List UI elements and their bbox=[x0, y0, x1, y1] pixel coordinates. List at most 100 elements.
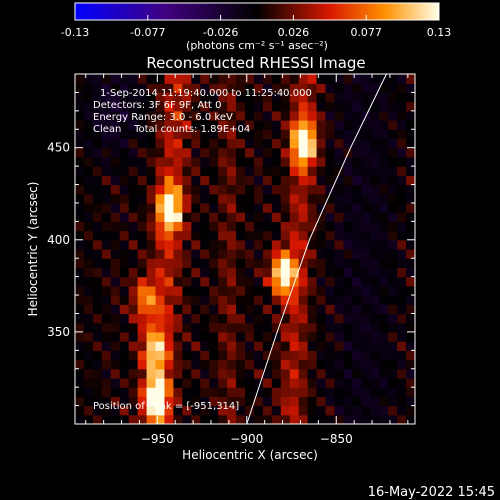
heatmap-cell bbox=[200, 368, 210, 379]
heatmap-cell bbox=[352, 239, 362, 250]
heatmap-cell bbox=[298, 147, 309, 158]
heatmap-cell bbox=[164, 258, 175, 269]
heatmap-cell bbox=[191, 313, 201, 324]
heatmap-cell bbox=[289, 258, 300, 269]
heatmap-cell bbox=[316, 156, 327, 167]
heatmap-cell bbox=[262, 341, 273, 351]
heatmap-cell bbox=[101, 258, 112, 269]
heatmap-cell bbox=[119, 175, 130, 186]
heatmap-cell bbox=[397, 350, 407, 361]
heatmap-cell bbox=[191, 322, 201, 333]
heatmap-cell bbox=[101, 83, 112, 94]
heatmap-cell bbox=[271, 313, 282, 324]
heatmap-cell bbox=[406, 359, 415, 370]
heatmap-cell bbox=[343, 92, 353, 103]
heatmap-cell bbox=[83, 258, 94, 269]
heatmap-cell bbox=[397, 221, 407, 232]
heatmap-cell bbox=[75, 147, 85, 158]
heatmap-cell bbox=[173, 405, 183, 416]
heatmap-cell bbox=[182, 129, 192, 140]
heatmap-cell bbox=[200, 295, 210, 305]
heatmap-cell bbox=[83, 147, 94, 158]
heatmap-cell bbox=[325, 202, 336, 213]
heatmap-cell bbox=[218, 230, 228, 241]
heatmap-cell bbox=[101, 221, 112, 232]
heatmap-cell bbox=[325, 313, 336, 324]
heatmap-cell bbox=[182, 83, 192, 94]
heatmap-cell bbox=[307, 276, 318, 287]
heatmap-cell bbox=[406, 138, 415, 149]
heatmap-cell bbox=[137, 258, 148, 269]
y-tick-label: 450 bbox=[47, 141, 70, 155]
heatmap-cell bbox=[155, 295, 166, 305]
heatmap-cell bbox=[92, 101, 103, 112]
heatmap-cell bbox=[191, 387, 201, 397]
heatmap-cell bbox=[200, 230, 210, 241]
heatmap-cell bbox=[307, 239, 318, 250]
heatmap-cell bbox=[361, 147, 371, 158]
heatmap-cell bbox=[307, 258, 318, 269]
heatmap-cell bbox=[316, 138, 327, 149]
heatmap-cell bbox=[128, 175, 139, 186]
heatmap-cell bbox=[75, 74, 85, 84]
heatmap-cell bbox=[334, 359, 345, 370]
heatmap-cell bbox=[101, 405, 112, 416]
heatmap-cell bbox=[236, 147, 246, 158]
heatmap-cell bbox=[406, 83, 415, 94]
heatmap-cell bbox=[200, 377, 210, 388]
heatmap-cell bbox=[334, 396, 345, 407]
heatmap-cell bbox=[182, 156, 192, 167]
heatmap-cell bbox=[164, 387, 175, 397]
heatmap-cell bbox=[173, 258, 183, 269]
heatmap-cell bbox=[352, 175, 362, 186]
heatmap-cell bbox=[227, 359, 237, 370]
heatmap-cell bbox=[236, 405, 246, 416]
heatmap-cell bbox=[334, 331, 345, 342]
heatmap-cell bbox=[92, 120, 103, 130]
heatmap-cell bbox=[316, 359, 327, 370]
heatmap-cell bbox=[361, 359, 371, 370]
heatmap-cell bbox=[343, 83, 353, 94]
heatmap-cell bbox=[146, 377, 157, 388]
heatmap-cell bbox=[325, 110, 336, 121]
colorbar-unit-label: (photons cm⁻² s⁻¹ asec⁻²) bbox=[186, 39, 328, 52]
heatmap-cell bbox=[218, 359, 228, 370]
heatmap-cell bbox=[316, 396, 327, 407]
heatmap-cell bbox=[101, 101, 112, 112]
heatmap-cell bbox=[137, 313, 148, 324]
heatmap-cell bbox=[352, 202, 362, 213]
heatmap-cell bbox=[388, 120, 398, 130]
heatmap-cell bbox=[146, 331, 157, 342]
heatmap-cell bbox=[343, 322, 353, 333]
info-line-time: 1-Sep-2014 11:19:40.000 to 11:25:40.000 bbox=[100, 88, 312, 99]
heatmap-cell bbox=[262, 166, 273, 176]
heatmap-cell bbox=[325, 166, 336, 176]
heatmap-cell bbox=[209, 377, 219, 388]
heatmap-cell bbox=[334, 350, 345, 361]
heatmap-cell bbox=[262, 295, 273, 305]
heatmap-cell bbox=[182, 276, 192, 287]
heatmap-cell bbox=[388, 350, 398, 361]
heatmap-cell bbox=[262, 359, 273, 370]
heatmap-cell bbox=[209, 202, 219, 213]
heatmap-cell bbox=[191, 101, 201, 112]
heatmap-cell bbox=[253, 285, 264, 296]
heatmap-cell bbox=[370, 267, 380, 278]
heatmap-cell bbox=[101, 249, 112, 259]
heatmap-cell bbox=[227, 193, 237, 204]
heatmap-cell bbox=[155, 212, 166, 222]
heatmap-cell bbox=[83, 295, 94, 305]
heatmap-cell bbox=[370, 120, 380, 130]
heatmap-cell bbox=[83, 341, 94, 351]
heatmap-cell bbox=[173, 396, 183, 407]
heatmap-cell bbox=[397, 138, 407, 149]
heatmap-cell bbox=[83, 322, 94, 333]
heatmap-cell bbox=[307, 387, 318, 397]
heatmap-cell bbox=[146, 304, 157, 315]
heatmap-cell bbox=[316, 249, 327, 259]
heatmap-cell bbox=[406, 193, 415, 204]
heatmap-cell bbox=[137, 377, 148, 388]
heatmap-cell bbox=[155, 341, 166, 351]
heatmap-cell bbox=[280, 414, 291, 424]
heatmap-cell bbox=[110, 230, 121, 241]
